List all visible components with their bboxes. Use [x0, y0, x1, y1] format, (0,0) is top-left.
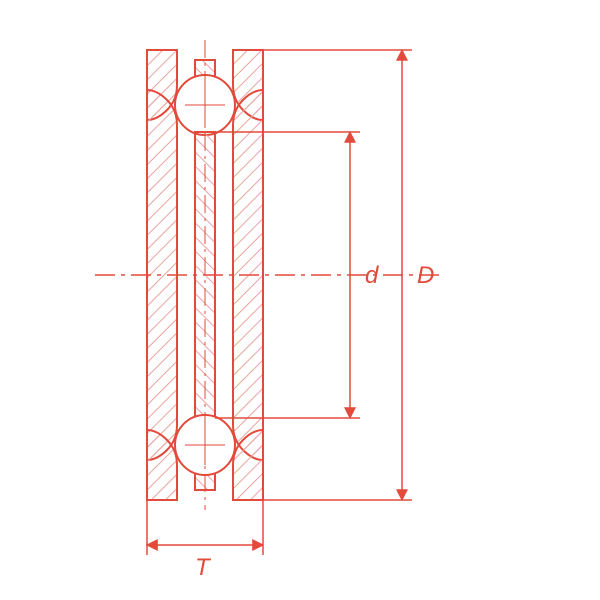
bearing-diagram: T d D — [0, 0, 600, 600]
label-d: d — [365, 262, 379, 289]
label-T: T — [195, 554, 212, 581]
label-D: D — [417, 262, 434, 289]
dimension-T: T — [147, 500, 263, 581]
